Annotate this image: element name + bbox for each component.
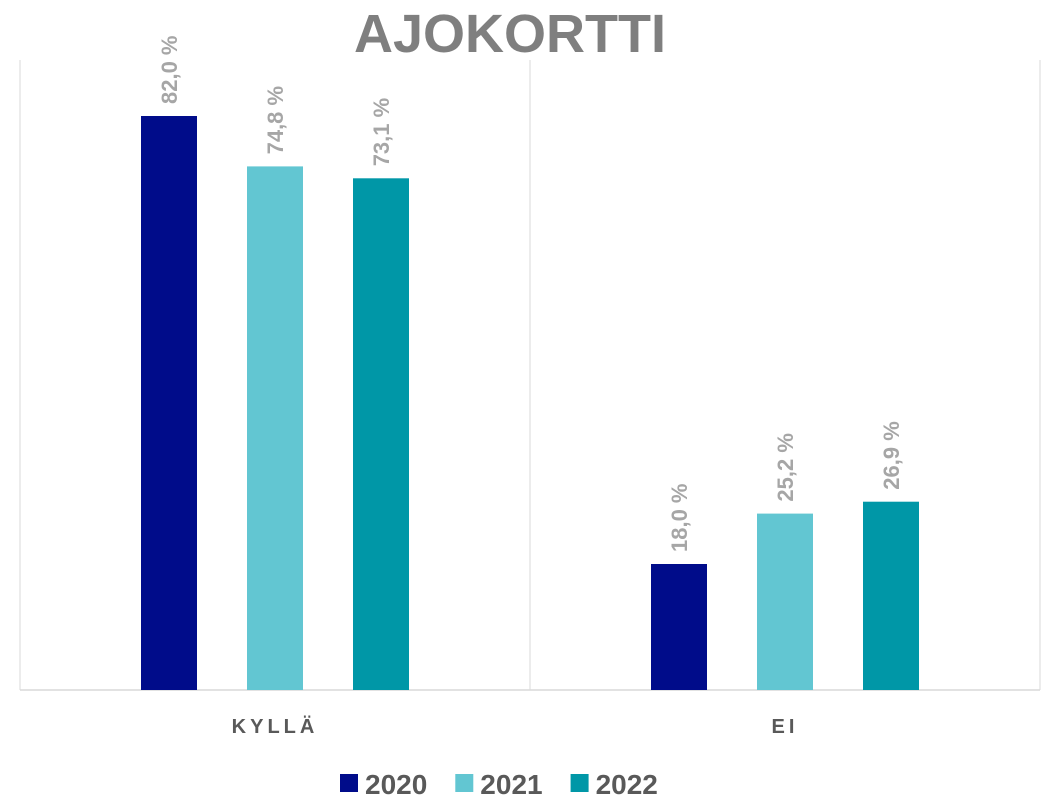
legend-swatch <box>570 774 589 792</box>
data-label: 74,8 % <box>263 86 288 155</box>
legend-label: 2021 <box>480 769 542 799</box>
bar <box>863 501 919 690</box>
legend-swatch <box>455 774 474 792</box>
legend-label: 2022 <box>596 769 658 799</box>
bar <box>353 178 409 691</box>
data-label: 25,2 % <box>773 433 798 502</box>
bar <box>247 166 303 690</box>
legend-swatch <box>340 774 358 792</box>
chart-title: AJOKORTTI <box>354 4 666 64</box>
data-label: 82,0 % <box>157 36 182 105</box>
bar <box>757 513 813 690</box>
legend-label: 2020 <box>365 769 427 799</box>
x-tick-label: EI <box>772 716 799 738</box>
bar <box>141 116 197 690</box>
bar <box>651 564 707 690</box>
data-label: 18,0 % <box>667 484 692 553</box>
x-tick-label: KYLLÄ <box>232 715 319 738</box>
data-label: 26,9 % <box>879 421 904 490</box>
data-label: 73,1 % <box>369 98 394 167</box>
